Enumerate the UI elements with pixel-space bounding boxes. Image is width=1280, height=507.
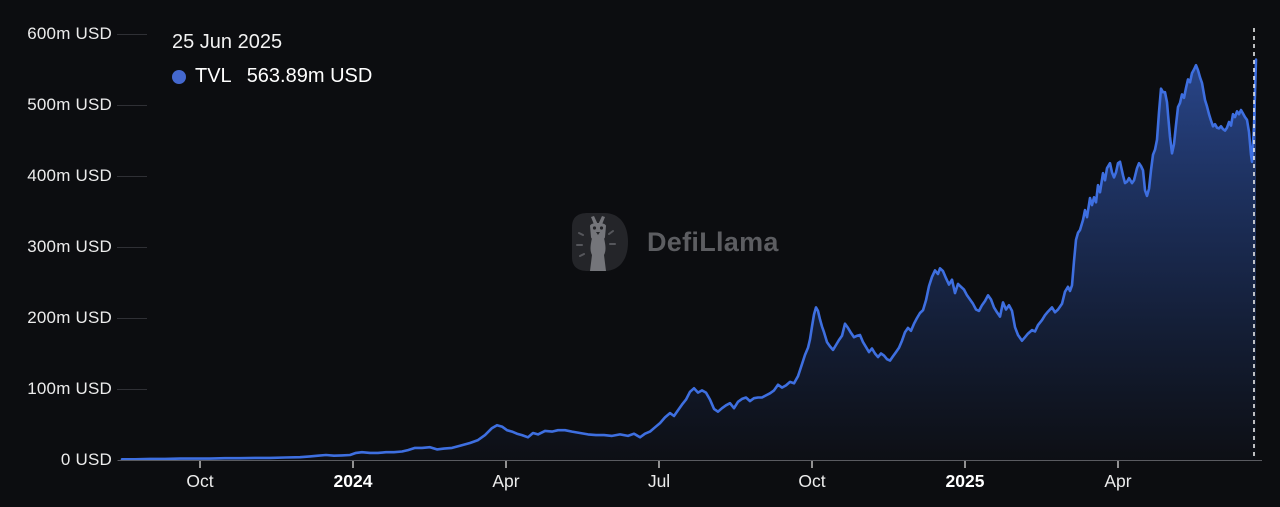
y-axis-label: 600m USD (27, 24, 112, 43)
y-axis-label: 500m USD (27, 95, 112, 114)
y-axis-label: 200m USD (27, 308, 112, 327)
x-axis-label: Apr (492, 471, 520, 491)
tvl-line (120, 58, 1258, 461)
y-axis-label: 100m USD (27, 379, 112, 398)
y-axis-ticks (117, 34, 147, 461)
x-axis-ticks (199, 461, 1119, 468)
x-axis-label: 2024 (333, 471, 373, 491)
chart-tooltip: 25 Jun 2025 TVL 563.89m USD (172, 30, 372, 88)
tooltip-date: 25 Jun 2025 (172, 31, 283, 53)
defillama-logo-icon (572, 213, 628, 271)
y-axis-label: 400m USD (27, 166, 112, 185)
y-axis-label: 300m USD (27, 237, 112, 256)
x-axis-label: Jul (647, 471, 671, 491)
tvl-area-fill (122, 59, 1256, 460)
x-axis-label: Oct (798, 471, 826, 491)
x-axis-label: 2025 (945, 471, 985, 491)
tooltip-series-row: TVL 563.89m USD (172, 65, 372, 88)
x-axis-label: Oct (186, 471, 214, 491)
defillama-watermark: DefiLlama (568, 211, 779, 273)
watermark-text: DefiLlama (647, 226, 779, 257)
x-axis-label: Apr (1104, 471, 1132, 491)
tooltip-value: 563.89m USD (246, 65, 373, 87)
tooltip-series-name: TVL (195, 65, 232, 87)
y-axis-labels: 0 USD 100m USD 200m USD 300m USD 400m USD 500… (0, 0, 112, 507)
series-dot-icon (172, 69, 186, 84)
y-axis-label: 0 USD (60, 450, 112, 469)
